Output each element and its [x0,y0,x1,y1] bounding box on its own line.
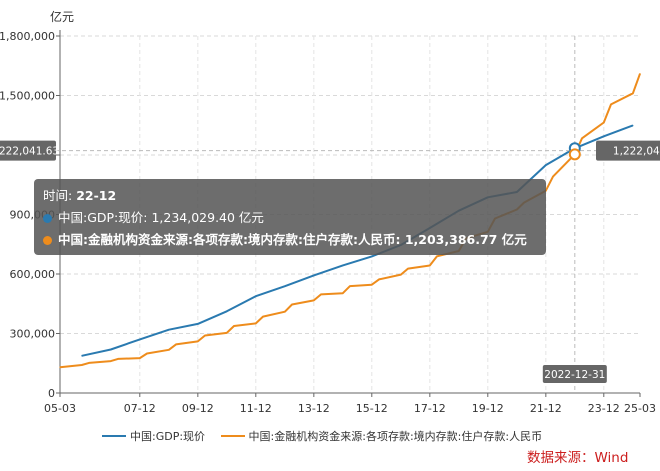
crosshair-y-label-right-text: 1,222,041.63 [613,146,660,158]
x-tick-label: 21-12 [530,402,562,415]
deposit-point [632,92,634,94]
legend-line-icon [102,435,126,437]
y-tick-label: 600,000 [10,268,56,281]
deposit-point [146,352,148,355]
tooltip-deposit-row: 中国:金融机构资金来源:各项存款:境内存款:住户存款:人民币: 1,203,38… [43,229,546,251]
tooltip-deposit-text: 中国:金融机构资金来源:各项存款:境内存款:住户存款:人民币: 1,203,38… [58,232,527,247]
legend-label-gdp: 中国:GDP:现价 [130,430,206,443]
deposit-point [88,362,90,364]
deposit-point [378,278,380,280]
chart-legend: 中国:GDP:现价 中国:金融机构资金来源:各项存款:境内存款:住户存款:人民币 [102,428,554,444]
x-tick-label: 09-12 [182,402,214,415]
gdp-point [284,285,286,287]
deposit-point [81,364,83,366]
deposit-point [407,268,409,270]
gdp-point [545,164,547,166]
deposit-point [139,357,141,359]
deposit-point [400,273,402,276]
deposit-point [349,285,351,287]
legend-item-gdp[interactable]: 中国:GDP:现价 [102,428,205,444]
x-tick-label: 17-12 [414,402,446,415]
gdp-dot-icon [43,214,52,223]
deposit-point [371,284,373,286]
tooltip-gdp-row: 中国:GDP:现价: 1,234,029.40 亿元 [43,207,546,229]
crosshair-y-label-right-bg [596,140,660,161]
deposit-highlight-point [568,148,581,161]
deposit-point [291,303,293,306]
x-tick-label: 11-12 [240,402,272,415]
deposit-point [262,316,264,318]
legend-item-deposit[interactable]: 中国:金融机构资金来源:各项存款:境内存款:住户存款:人民币 [220,428,543,444]
deposit-point [581,137,583,139]
deposit-point [610,103,612,106]
tooltip-time-row: 时间: 22-12 [43,185,546,207]
deposit-point [342,292,344,294]
crosshair-y-label-left: 1,222,041.63 [0,140,59,161]
gdp-point [110,348,112,351]
gdp-point [81,355,83,357]
gdp-point [226,310,228,312]
gdp-point [139,338,141,341]
deposit-point [168,349,170,351]
deposit-point [552,176,554,178]
data-source-note: 数据来源：Wind [527,450,629,466]
crosshair: 1,222,041.63 1,222,041.63 2022-12-31 [0,36,660,393]
crosshair-x-label-bg [542,365,607,383]
deposit-point [603,121,605,124]
deposit-point [255,322,257,324]
deposit-point [204,334,206,337]
gdp-point [371,255,373,257]
deposit-point [284,311,286,313]
deposit-point [429,264,431,267]
crosshair-x-label-text: 2022-12-31 [544,369,605,381]
hover-tooltip: 时间: 22-12 中国:GDP:现价: 1,234,029.40 亿元 中国:… [34,179,546,255]
crosshair-x-label: 2022-12-31 [542,365,607,383]
deposit-point [233,325,235,327]
y-tick-label: 300,000 [10,328,56,341]
deposit-point [197,340,199,343]
gdp-point [255,295,257,297]
x-tick-label: 25-03 [624,402,656,415]
gdp-point [603,135,605,137]
tooltip-time-label: 时间: [43,188,77,203]
x-tick-label: 15-12 [356,402,388,415]
x-tick-label: 05-03 [44,402,76,415]
y-tick-label: 1,800,000 [0,30,55,43]
deposit-point [110,360,112,362]
deposit-point [226,332,228,334]
deposit-point [320,293,322,296]
crosshair-y-label-left-bg [0,140,56,161]
deposit-point [313,299,315,301]
crosshair-y-label-left-text: 1,222,041.63 [0,146,59,158]
deposit-point [117,358,119,360]
deposit-point [639,73,641,75]
gdp-point [342,264,344,266]
tooltip-time-value: 22-12 [76,188,117,203]
crosshair-y-label-right: 1,222,041.63 [596,140,660,161]
tooltip-gdp-text: 中国:GDP:现价: 1,234,029.40 亿元 [58,210,264,225]
gdp-point [197,323,199,325]
y-tick-label: 0 [48,387,55,400]
deposit-point [436,255,438,257]
y-tick-label: 1,500,000 [0,90,55,103]
legend-line-icon [220,435,245,437]
x-tick-label: 07-12 [124,402,156,415]
gdp-point [313,274,315,276]
deposit-point [175,343,177,346]
gdp-series-line [81,124,634,357]
x-tick-label: 23-12 [588,402,620,415]
gdp-point [168,329,170,331]
legend-label-deposit: 中国:金融机构资金来源:各项存款:境内存款:住户存款:人民币 [248,430,543,443]
x-tick-label: 13-12 [298,402,330,415]
deposit-dot-icon [43,236,52,245]
gdp-point [632,124,634,127]
x-tick-label: 19-12 [472,402,504,415]
x-axis-ticks: 05-03 07-12 09-12 11-12 13-12 15-12 17-12 19-12… [44,393,656,415]
deposit-point [59,366,61,368]
y-axis-unit-label: 亿元 [50,9,74,24]
